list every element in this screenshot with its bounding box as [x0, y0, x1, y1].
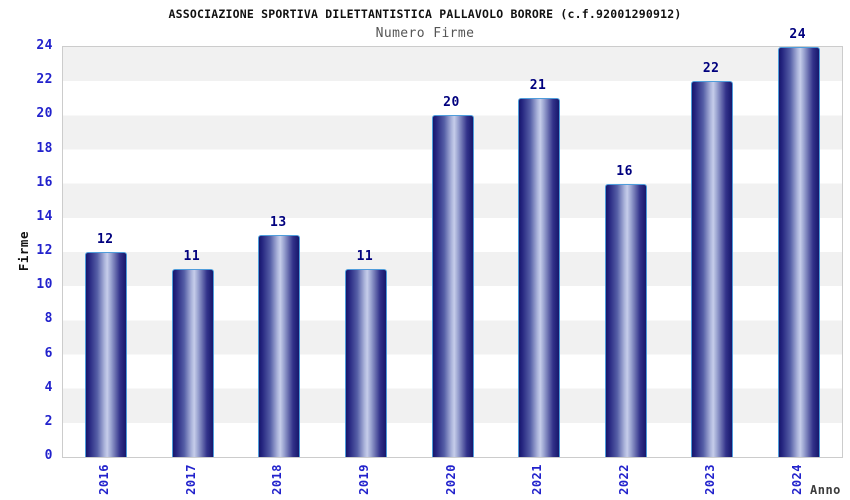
x-axis-label: Anno: [810, 483, 841, 497]
plot-area: [62, 46, 843, 458]
bar: [691, 81, 734, 457]
y-tick-label: 2: [44, 413, 53, 429]
y-tick-label: 12: [36, 243, 53, 258]
bar-value-label: 22: [702, 61, 720, 77]
y-tick-label: 4: [44, 379, 53, 395]
bar: [604, 183, 647, 457]
x-tick-label: 2023: [703, 464, 718, 495]
bar: [777, 47, 820, 457]
x-tick-label: 2016: [97, 464, 112, 495]
bar-value-label: 13: [270, 214, 287, 230]
x-tick-label: 2019: [356, 464, 371, 495]
x-tick-label: 2021: [530, 464, 545, 495]
y-tick-label: 0: [44, 448, 53, 463]
bar-value-label: 24: [789, 27, 807, 42]
bar-value-label: 12: [96, 232, 114, 247]
x-tick-label: 2020: [443, 464, 458, 495]
x-tick-label: 2022: [616, 464, 631, 495]
bar-value-label: 21: [529, 78, 547, 94]
bar: [258, 234, 301, 457]
bar: [431, 115, 474, 457]
y-tick-label: 18: [36, 140, 53, 156]
y-tick-label: 14: [36, 208, 53, 224]
bar-value-label: 11: [183, 249, 201, 265]
x-tick-label: 2024: [789, 464, 804, 495]
x-tick-label: 2018: [270, 464, 285, 495]
bar-value-label: 16: [616, 163, 633, 179]
y-tick-label: 6: [44, 345, 53, 361]
y-tick-label: 10: [36, 277, 53, 293]
y-tick-label: 20: [36, 106, 53, 122]
y-tick-label: 22: [36, 72, 53, 88]
chart-title: ASSOCIAZIONE SPORTIVA DILETTANTISTICA PA…: [168, 7, 682, 21]
bar-value-label: 20: [443, 95, 460, 111]
x-tick-label: 2017: [183, 464, 198, 495]
y-tick-label: 8: [44, 311, 53, 327]
bar: [344, 269, 387, 457]
y-tick-label: 24: [36, 38, 53, 53]
bar-value-label: 11: [356, 249, 374, 265]
y-tick-label: 16: [36, 174, 53, 190]
bar: [518, 98, 561, 457]
bar: [85, 252, 128, 457]
chart-subtitle: Numero Firme: [375, 26, 475, 41]
bar: [171, 269, 214, 457]
